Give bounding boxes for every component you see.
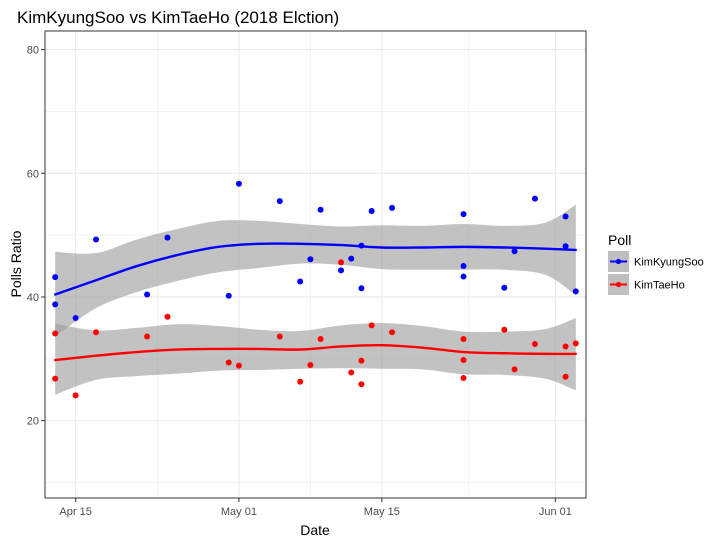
y-tick-label: 80 [27,45,39,57]
data-point-kimtaeho [276,333,283,340]
data-point-kimkyungsoo [562,213,569,220]
legend-key-point-kimkyungsoo [615,258,622,265]
data-point-kimtaeho [317,336,324,343]
x-axis: Apr 15 May 01 May 15 Jun 01 [59,498,572,518]
confidence-band-kimtaeho [55,318,576,395]
data-point-kimtaeho [562,373,569,380]
data-point-kimkyungsoo [572,288,579,295]
x-axis-title: Date [300,522,330,538]
legend-title: Poll [608,232,631,248]
data-point-kimtaeho [338,259,345,266]
data-point-kimtaeho [358,381,365,388]
data-point-kimtaeho [307,362,314,369]
legend-label-kimtaeho: KimTaeHo [634,280,685,292]
data-point-kimkyungsoo [164,234,171,241]
data-point-kimkyungsoo [348,255,355,262]
y-axis-title: Polls Ratio [8,230,24,297]
data-point-kimkyungsoo [52,301,59,308]
data-point-kimtaeho [511,366,518,373]
data-point-kimkyungsoo [460,211,467,218]
data-point-kimkyungsoo [368,208,375,214]
data-point-kimtaeho [531,340,538,347]
smooth-lines [54,242,577,362]
confidence-bands [55,204,576,395]
data-point-kimkyungsoo [144,291,151,298]
legend-items: KimKyungSoo KimTaeHo [608,251,704,295]
data-point-kimkyungsoo [317,206,324,213]
data-point-kimtaeho [501,326,508,333]
data-point-kimtaeho [93,329,100,336]
data-point-kimkyungsoo [389,204,396,211]
confidence-band-kimkyungsoo [55,204,576,337]
data-point-kimkyungsoo [52,274,59,281]
x-tick-label: Jun 01 [539,506,572,518]
data-point-kimtaeho [225,359,232,366]
data-point-kimkyungsoo [297,278,304,285]
data-point-kimtaeho [235,362,242,369]
data-point-kimkyungsoo [501,284,508,291]
data-point-kimtaeho [368,322,375,329]
data-point-kimkyungsoo [511,248,518,255]
data-point-kimtaeho [389,329,396,336]
data-points [52,180,579,399]
data-point-kimtaeho [358,357,365,364]
smooth-line-kimkyungsoo [54,242,577,296]
y-tick-label: 60 [27,168,39,180]
chart-title: KimKyungSoo vs KimTaeHo (2018 Elction) [17,8,339,27]
legend-label-kimkyungsoo: KimKyungSoo [634,257,704,269]
data-point-kimtaeho [52,330,59,337]
data-point-kimtaeho [562,343,569,350]
smooth-line-kimtaeho [54,343,577,362]
x-tick-label: Apr 15 [59,506,91,518]
data-point-kimkyungsoo [307,256,314,263]
x-tick-label: May 01 [221,506,257,518]
data-point-kimkyungsoo [358,285,365,292]
data-point-kimkyungsoo [276,198,283,205]
data-point-kimtaeho [348,369,355,376]
data-point-kimkyungsoo [72,315,79,321]
data-point-kimkyungsoo [460,263,467,270]
data-point-kimkyungsoo [531,195,538,202]
legend-key-point-kimtaeho [615,281,622,288]
y-axis: 20 40 60 80 [27,45,45,428]
panel-border [44,30,587,499]
data-point-kimtaeho [460,375,467,381]
plot-panel [44,30,587,499]
data-point-kimkyungsoo [93,236,100,243]
data-point-kimkyungsoo [460,273,467,280]
data-point-kimtaeho [572,340,579,347]
y-tick-label: 40 [27,292,39,304]
data-point-kimtaeho [144,333,151,340]
data-point-kimtaeho [164,313,171,320]
data-point-kimtaeho [297,378,304,385]
data-point-kimtaeho [460,336,467,343]
data-point-kimkyungsoo [562,243,569,250]
data-point-kimtaeho [52,375,59,382]
data-point-kimkyungsoo [225,292,232,299]
data-point-kimtaeho [72,392,79,399]
data-point-kimkyungsoo [235,180,242,187]
data-point-kimkyungsoo [338,267,345,274]
x-tick-label: May 15 [364,506,400,518]
y-tick-label: 20 [27,416,39,428]
legend: Poll KimKyungSoo KimTaeHo [608,232,704,295]
data-point-kimtaeho [460,357,467,364]
